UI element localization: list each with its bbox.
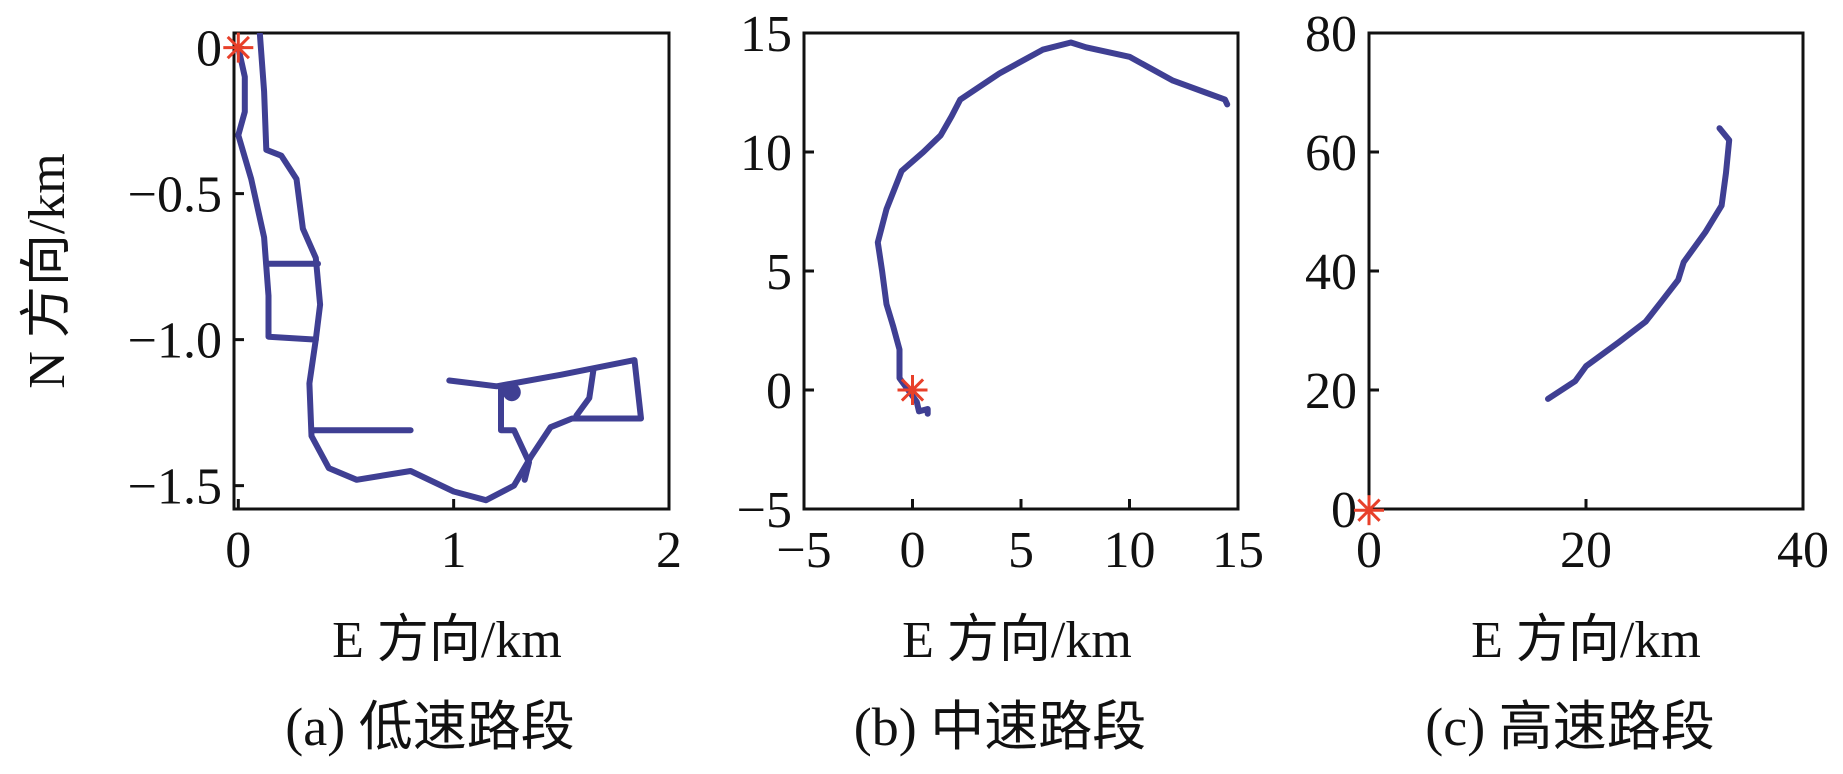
x-tick-label: 0 [900,522,926,579]
trajectory-point [502,383,521,402]
x-axis-label: E 方向/km [902,612,1132,669]
y-tick-label: 15 [740,6,792,63]
y-tick-label: −1.0 [128,313,222,370]
x-tick-label: −5 [776,522,831,579]
y-tick-label: 60 [1305,125,1357,182]
chart-a-low-speed: 0 1 2 0 −0.5 −1.0 −1.5 E 方向/km N 方向/km (a) 低速路段 [19,21,682,757]
x-tick-label: 10 [1104,522,1156,579]
y-tick-label: 0 [766,363,792,420]
trajectory-line [874,39,1231,417]
y-tick-label: −0.5 [128,167,222,224]
chart-b-medium-speed: −5 0 5 10 15 −5 0 5 10 15 E 方向/km (b) 中速路段 [737,6,1264,757]
subplot-caption: (a) 低速路段 [285,697,574,757]
trajectory-line [573,365,597,419]
y-tick-label: −5 [737,482,792,539]
chart-c-high-speed: 0 20 40 0 20 40 60 80 E 方向/km (c) 高速路段 [1305,6,1829,757]
y-tick-label: −1.5 [128,459,222,516]
subplot-caption: (b) 中速路段 [854,697,1146,757]
x-axis-label: E 方向/km [1471,612,1701,669]
y-tick-label: 40 [1305,244,1357,301]
y-axis-label: N 方向/km [19,153,76,388]
x-tick-label: 2 [656,522,682,579]
start-marker-asterisk [223,32,254,63]
x-axis-label: E 方向/km [332,612,562,669]
plot-frame [802,31,1240,511]
trajectory-line [235,44,644,504]
start-marker-asterisk [897,375,928,405]
start-marker-stroke [226,35,250,60]
trajectory-line [498,383,532,483]
x-tick-label: 20 [1560,522,1612,579]
trajectory-line [1545,125,1733,402]
y-tick-label: 0 [196,21,222,78]
y-tick-label: 5 [766,244,792,301]
y-tick-label: 10 [740,125,792,182]
start-marker-stroke [1357,498,1381,522]
x-tick-label: 0 [225,522,251,579]
subplot-caption: (c) 高速路段 [1425,697,1714,757]
plot-frame [1367,31,1805,511]
plot-frame [232,31,671,511]
x-tick-label: 40 [1777,522,1829,579]
x-tick-label: 1 [441,522,467,579]
x-tick-label: 15 [1212,522,1264,579]
trajectory-line [256,33,324,343]
start-marker-stroke [900,378,925,402]
y-tick-label: 0 [1331,482,1357,539]
x-tick-label: 5 [1008,522,1034,579]
y-tick-label: 20 [1305,363,1357,420]
y-tick-label: 80 [1305,6,1357,63]
x-tick-label: 0 [1356,522,1382,579]
start-marker-asterisk [1354,495,1384,526]
